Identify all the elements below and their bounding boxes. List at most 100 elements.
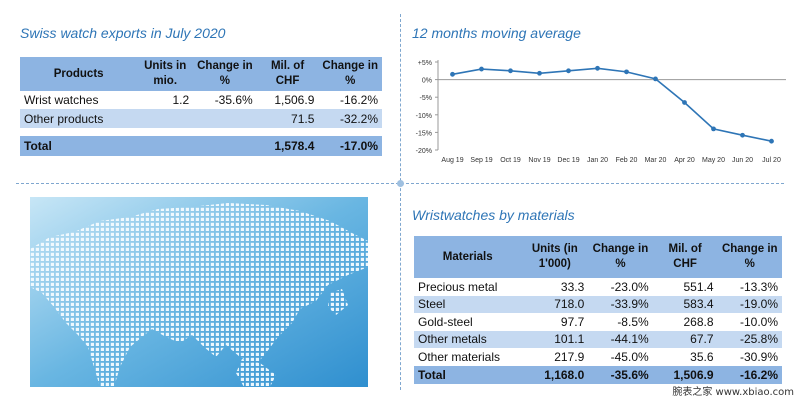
y-tick-label: -15% bbox=[416, 130, 432, 137]
materials-header-chf: Mil. of CHF bbox=[652, 236, 718, 278]
row-change-units bbox=[193, 109, 257, 128]
table-row: Gold-steel 97.7 -8.5% 268.8 -10.0% bbox=[414, 313, 782, 331]
row-change-units: -33.9% bbox=[588, 295, 653, 313]
y-tick-label: +5% bbox=[418, 60, 432, 67]
total-units bbox=[137, 136, 194, 156]
total-chf: 1,578.4 bbox=[256, 136, 319, 156]
row-change-chf: -10.0% bbox=[739, 314, 778, 329]
row-change-units: -44.1% bbox=[588, 330, 653, 348]
data-point bbox=[566, 68, 571, 74]
row-change-chf: -30.9% bbox=[739, 349, 778, 364]
total-change-units bbox=[193, 136, 257, 156]
x-tick-label: Jul 20 bbox=[762, 157, 781, 164]
total-units: 1,168.0 bbox=[521, 365, 589, 384]
exports-header-units: Units in mio. bbox=[137, 57, 194, 91]
x-tick-label: Aug 19 bbox=[441, 157, 463, 164]
data-point bbox=[595, 65, 600, 71]
total-change-chf: -17.0% bbox=[318, 136, 382, 156]
data-point bbox=[769, 138, 774, 144]
row-change-units: -35.6% bbox=[214, 93, 253, 107]
total-label: Total bbox=[414, 365, 522, 384]
total-row: Total 1,168.0 -35.6% 1,506.9 -16.2% bbox=[414, 365, 782, 384]
y-tick-label: -10% bbox=[416, 113, 432, 120]
x-tick-label: Oct 19 bbox=[500, 157, 521, 164]
materials-header-change-units: Change in% bbox=[588, 236, 653, 278]
row-label: Other metals bbox=[414, 330, 522, 348]
row-chf: 583.4 bbox=[652, 295, 718, 313]
row-label: Other products bbox=[20, 109, 138, 128]
table-row: Precious metal 33.3 -23.0% 551.4 -13.3% bbox=[414, 278, 782, 296]
row-label: Steel bbox=[414, 295, 522, 313]
row-change-chf: -13.3% bbox=[739, 279, 778, 294]
table-row: Other products 71.5 -32.2% bbox=[20, 109, 382, 128]
row-change-units: -45.0% bbox=[610, 349, 649, 364]
exports-title: Swiss watch exports in July 2020 bbox=[20, 25, 226, 41]
y-tick-label: 0% bbox=[422, 78, 432, 85]
x-tick-label: Jun 20 bbox=[732, 157, 753, 164]
total-label: Total bbox=[20, 136, 138, 156]
world-map bbox=[30, 197, 368, 387]
row-chf: 1,506.9 bbox=[274, 93, 315, 107]
data-point bbox=[711, 126, 716, 132]
row-chf: 71.5 bbox=[256, 109, 319, 128]
table-row: Other materials 217.9 -45.0% 35.6 -30.9% bbox=[414, 348, 782, 366]
x-tick-label: Apr 20 bbox=[674, 157, 695, 164]
materials-title: Wristwatches by materials bbox=[412, 207, 575, 223]
materials-header-units: Units (in 1'000) bbox=[521, 236, 589, 278]
exports-header-chf: Mil. of CHF bbox=[256, 57, 319, 91]
total-change-units: -35.6% bbox=[588, 365, 653, 384]
data-point bbox=[740, 132, 745, 138]
data-point bbox=[682, 100, 687, 105]
row-units: 217.9 bbox=[554, 349, 585, 364]
materials-header-materials: Materials bbox=[414, 236, 522, 278]
data-point bbox=[479, 66, 484, 72]
row-chf: 551.4 bbox=[683, 279, 714, 294]
row-change-chf: -25.8% bbox=[717, 330, 782, 348]
row-label: Precious metal bbox=[418, 279, 498, 294]
table-row: Steel 718.0 -33.9% 583.4 -19.0% bbox=[414, 295, 782, 313]
y-tick-label: -5% bbox=[420, 95, 432, 102]
divider-crosspoint bbox=[397, 180, 404, 187]
total-row: Total 1,578.4 -17.0% bbox=[20, 136, 382, 156]
watermark: 腕表之家 www.xbiao.com bbox=[672, 387, 794, 398]
row-change-units: -8.5% bbox=[617, 314, 649, 329]
x-tick-label: Sep 19 bbox=[470, 157, 492, 164]
table-row: Other metals 101.1 -44.1% 67.7 -25.8% bbox=[414, 330, 782, 348]
x-tick-label: Mar 20 bbox=[645, 157, 667, 164]
row-units: 1.2 bbox=[172, 93, 190, 107]
row-change-chf: -32.2% bbox=[318, 109, 382, 128]
data-point bbox=[537, 70, 542, 76]
x-tick-label: May 20 bbox=[702, 157, 725, 164]
x-tick-label: Nov 19 bbox=[528, 157, 550, 164]
row-chf: 67.7 bbox=[652, 330, 718, 348]
y-tick-label: -20% bbox=[416, 148, 432, 155]
total-change-chf: -16.2% bbox=[717, 365, 782, 384]
row-units: 97.7 bbox=[560, 314, 585, 329]
moving-average-chart: +5% 0% -5% -10% -15% -20% Aug 19 Sep 19 Oct 19 No… bbox=[416, 60, 786, 164]
row-units: 718.0 bbox=[521, 295, 589, 313]
row-label: Wrist watches bbox=[24, 93, 99, 107]
table-row: Wrist watches 1.2 -35.6% 1,506.9 -16.2% bbox=[20, 91, 382, 109]
row-units bbox=[137, 109, 194, 128]
total-chf: 1,506.9 bbox=[652, 365, 718, 384]
series-line bbox=[452, 67, 772, 142]
row-change-chf: -19.0% bbox=[717, 295, 782, 313]
chart-title: 12 months moving average bbox=[412, 25, 581, 41]
row-change-chf: -16.2% bbox=[339, 93, 378, 107]
vertical-divider bbox=[400, 14, 401, 390]
data-point bbox=[624, 69, 629, 75]
data-point bbox=[450, 71, 455, 77]
exports-table: Products Units in mio. Change in% Mil. of… bbox=[20, 57, 382, 156]
row-label: Gold-steel bbox=[418, 314, 473, 329]
exports-header-change-units: Change in% bbox=[193, 57, 257, 91]
x-tick-label: Feb 20 bbox=[616, 157, 638, 164]
row-units: 33.3 bbox=[560, 279, 585, 294]
data-point bbox=[653, 76, 658, 82]
exports-header-products: Products bbox=[20, 57, 138, 91]
data-point bbox=[508, 68, 513, 74]
x-tick-label: Dec 19 bbox=[557, 157, 579, 164]
x-tick-label: Jan 20 bbox=[587, 157, 608, 164]
exports-header-change-chf: Change in% bbox=[318, 57, 382, 91]
row-chf: 268.8 bbox=[683, 314, 714, 329]
row-units: 101.1 bbox=[521, 330, 589, 348]
